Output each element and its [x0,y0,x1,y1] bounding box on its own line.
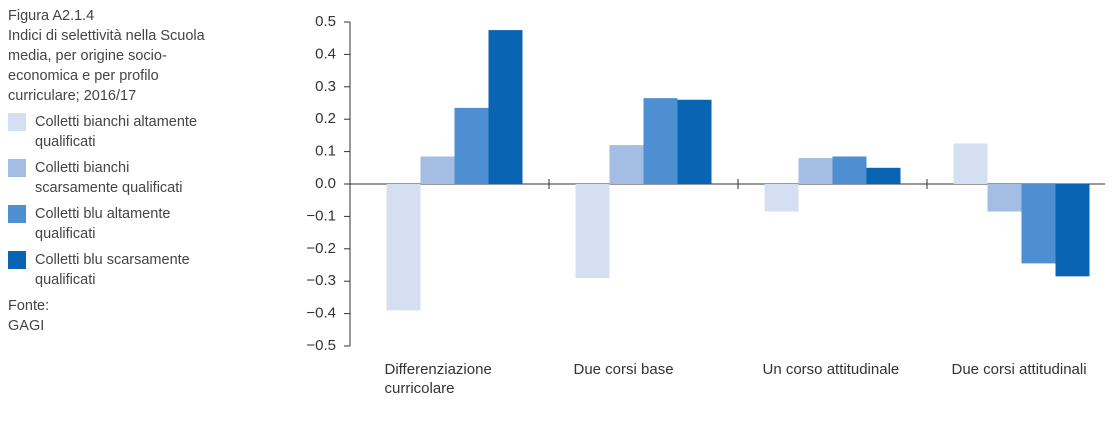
y-tick-label: 0.4 [315,45,336,62]
source: GAGI [8,318,45,334]
bar [420,156,455,184]
y-tick-label: −0.3 [306,272,336,289]
bar [609,145,644,184]
legend: Colletti bianchi altamente qualificati Co… [8,112,213,290]
side-panel: Figura A2.1.4 Indici di selettività nell… [8,6,213,336]
bar [953,143,988,184]
bar [386,184,421,311]
x-tick-label: Due corsi attitudinali [951,361,1087,378]
y-tick-label: −0.2 [306,240,336,257]
bar [832,156,867,184]
bar [643,98,678,184]
x-tick-label: Due corsi base [573,361,674,378]
legend-swatch [8,251,26,269]
y-tick-label: −0.1 [306,207,336,224]
legend-label: Colletti bianchi altamente qualificati [35,114,198,150]
legend-item: Colletti bianchi scarsamente qualificati [8,158,213,198]
legend-item: Colletti blu scarsamente qualificati [8,250,213,290]
source-label: Fonte: [8,298,50,314]
bar [677,99,712,184]
chart-title: Indici di selettività nella Scuola media… [8,28,205,104]
y-tick-label: 0.3 [315,78,336,95]
y-tick-label: 0.0 [315,175,336,192]
bar [575,184,610,278]
y-tick-label: −0.5 [306,337,336,354]
legend-item: Colletti blu altamente qualificati [8,204,213,244]
bar [866,167,901,184]
legend-swatch [8,159,26,177]
legend-swatch [8,205,26,223]
x-tick-label: Un corso attitudinale [762,361,900,378]
legend-label: Colletti blu scarsamente qualificati [35,252,190,288]
bar [764,184,799,212]
y-tick-label: 0.1 [315,143,336,160]
bar [1055,184,1090,277]
bar [798,158,833,184]
bar [1021,184,1056,264]
y-tick-label: 0.2 [315,110,336,127]
legend-label: Colletti blu altamente qualificati [35,206,171,242]
bar [454,107,489,184]
y-tick-label: 0.5 [315,13,336,30]
legend-swatch [8,113,26,131]
legend-item: Colletti bianchi altamente qualificati [8,112,213,152]
bar [488,30,523,184]
x-tick-label: Differenziazione curricolare [384,361,492,397]
figure-label: Figura A2.1.4 [8,8,95,24]
legend-label: Colletti bianchi scarsamente qualificati [35,160,183,196]
y-tick-label: −0.4 [306,305,336,322]
bar [987,184,1022,212]
